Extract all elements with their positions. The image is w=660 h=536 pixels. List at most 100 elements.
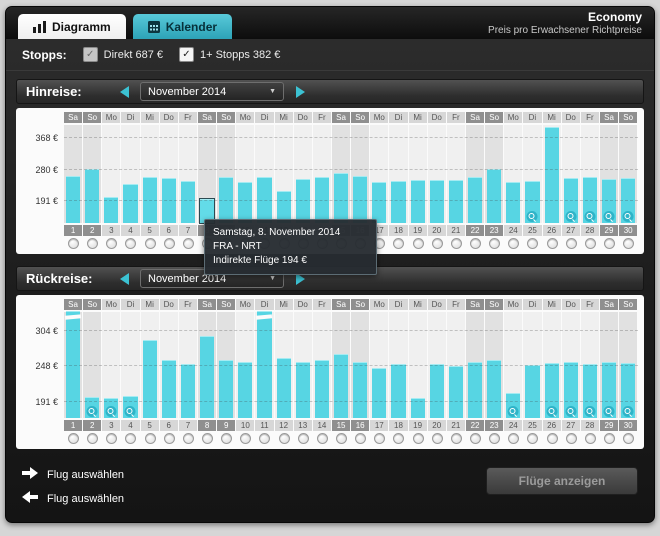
price-bar-day-17[interactable] (372, 182, 387, 223)
price-bar-day-2[interactable] (85, 169, 100, 223)
price-bar-day-29[interactable] (601, 362, 617, 418)
magnifier-icon[interactable] (622, 406, 634, 417)
day-radio[interactable] (393, 433, 405, 444)
outbound-next-month-button[interactable] (293, 84, 307, 100)
day-radio[interactable] (604, 238, 615, 249)
day-radio[interactable] (106, 433, 118, 444)
day-radio[interactable] (336, 433, 348, 444)
price-bar-day-11[interactable] (256, 311, 273, 418)
price-bar-day-9[interactable] (219, 360, 234, 418)
price-bar-day-8[interactable] (199, 199, 215, 223)
magnifier-icon[interactable] (526, 211, 538, 222)
magnifier-icon[interactable] (622, 211, 634, 222)
day-radio[interactable] (355, 433, 367, 444)
price-bar-day-22[interactable] (467, 177, 483, 223)
day-radio[interactable] (297, 433, 309, 444)
day-radio[interactable] (527, 433, 539, 444)
price-bar-day-1[interactable] (64, 311, 82, 418)
stops-checkbox[interactable]: ✓ (178, 47, 194, 62)
price-bar-day-21[interactable] (448, 366, 463, 418)
day-radio[interactable] (623, 238, 635, 249)
price-bar-day-15[interactable] (333, 173, 349, 223)
day-radio[interactable] (489, 238, 501, 249)
day-radio[interactable] (202, 433, 214, 444)
magnifier-icon[interactable] (546, 406, 558, 417)
day-radio[interactable] (470, 433, 482, 444)
day-radio[interactable] (240, 433, 252, 444)
day-radio[interactable] (508, 433, 520, 444)
day-radio[interactable] (546, 238, 558, 249)
price-bar-day-19[interactable] (410, 180, 425, 223)
price-bar-day-7[interactable] (180, 364, 195, 418)
price-bar-day-20[interactable] (429, 364, 444, 418)
price-bar-day-10[interactable] (238, 362, 253, 418)
tab-diagramm[interactable]: Diagramm (18, 14, 126, 39)
show-flights-button[interactable]: Flüge anzeigen (486, 467, 638, 495)
day-radio[interactable] (412, 433, 424, 444)
day-radio[interactable] (182, 238, 194, 249)
price-bar-day-27[interactable] (563, 362, 578, 418)
price-bar-day-17[interactable] (372, 368, 387, 418)
direct-checkbox[interactable]: ✓ (82, 47, 98, 62)
price-bar-day-16[interactable] (353, 362, 368, 418)
tab-kalender[interactable]: Kalender (132, 14, 233, 39)
magnifier-icon[interactable] (565, 211, 577, 222)
price-bar-day-30[interactable] (621, 363, 636, 418)
price-bar-day-14[interactable] (314, 360, 329, 418)
day-radio[interactable] (125, 238, 137, 249)
day-radio[interactable] (604, 433, 615, 444)
price-bar-day-6[interactable] (161, 360, 176, 418)
day-radio[interactable] (546, 433, 558, 444)
day-radio[interactable] (450, 433, 462, 444)
price-bar-day-18[interactable] (391, 181, 406, 223)
outbound-month-select[interactable]: November 2014 ▼ (140, 82, 284, 101)
magnifier-icon[interactable] (86, 406, 98, 417)
day-radio[interactable] (412, 238, 424, 249)
day-radio[interactable] (163, 238, 175, 249)
day-radio[interactable] (450, 238, 462, 249)
price-bar-day-15[interactable] (333, 354, 349, 418)
price-bar-day-4[interactable] (123, 184, 138, 223)
day-radio[interactable] (68, 238, 80, 249)
price-bar-day-21[interactable] (448, 180, 463, 223)
price-bar-day-1[interactable] (66, 176, 81, 223)
day-radio[interactable] (508, 238, 520, 249)
price-bar-day-24[interactable] (506, 182, 521, 223)
magnifier-icon[interactable] (124, 406, 136, 417)
day-radio[interactable] (527, 238, 539, 249)
magnifier-icon[interactable] (584, 406, 596, 417)
day-radio[interactable] (565, 433, 577, 444)
price-bar-day-5[interactable] (142, 177, 157, 223)
magnifier-icon[interactable] (603, 211, 615, 222)
price-bar-day-26[interactable] (544, 127, 559, 223)
price-bar-day-10[interactable] (238, 182, 253, 223)
price-bar-day-14[interactable] (314, 177, 329, 223)
price-bar-day-19[interactable] (410, 398, 425, 418)
price-bar-day-12[interactable] (276, 358, 291, 418)
day-radio[interactable] (87, 433, 99, 444)
day-radio[interactable] (431, 238, 443, 249)
day-radio[interactable] (316, 433, 328, 444)
price-bar-day-12[interactable] (276, 191, 291, 223)
price-bar-day-9[interactable] (219, 177, 234, 223)
day-radio[interactable] (565, 238, 577, 249)
stops-checkbox-wrap[interactable]: ✓ 1+ Stopps 382 € (178, 47, 280, 62)
day-radio[interactable] (221, 433, 233, 444)
day-radio[interactable] (278, 433, 290, 444)
direct-checkbox-wrap[interactable]: ✓ Direkt 687 € (82, 47, 163, 62)
price-bar-day-20[interactable] (429, 180, 444, 223)
day-radio[interactable] (144, 238, 156, 249)
price-bar-day-25[interactable] (525, 365, 540, 418)
inbound-next-month-button[interactable] (293, 271, 307, 287)
price-bar-day-26[interactable] (544, 363, 559, 418)
day-radio[interactable] (431, 433, 443, 444)
price-bar-day-13[interactable] (295, 179, 310, 223)
day-radio[interactable] (163, 433, 175, 444)
magnifier-icon[interactable] (603, 406, 615, 417)
price-bar-day-13[interactable] (295, 362, 310, 418)
day-radio[interactable] (125, 433, 137, 444)
price-bar-day-11[interactable] (257, 177, 272, 223)
day-radio[interactable] (374, 433, 386, 444)
day-radio[interactable] (584, 433, 596, 444)
inbound-prev-month-button[interactable] (117, 271, 131, 287)
